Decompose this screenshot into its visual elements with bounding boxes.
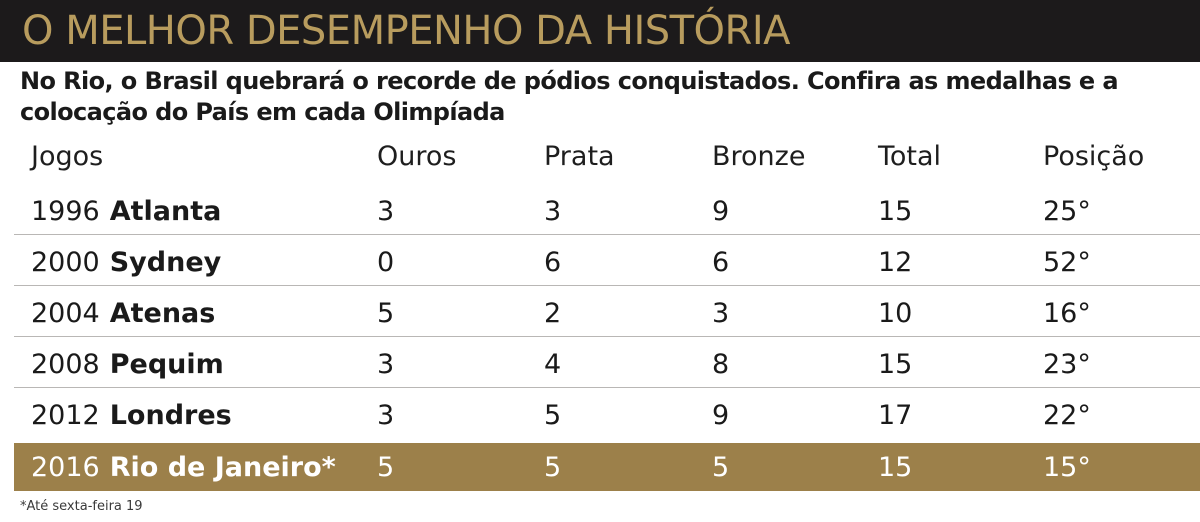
jogos-cell: 2016 Rio de Janeiro* [31,443,336,491]
header-ouros: Ouros [377,140,457,172]
jogos-cell: 2004 Atenas [31,290,215,336]
header-jogos: Jogos [31,140,104,172]
total-cell: 15 [878,451,913,483]
posicao-cell: 23° [1043,348,1091,380]
prata-cell: 5 [544,399,562,431]
city-text: Sydney [109,246,222,278]
year-text: 2000 [31,246,100,278]
prata-cell: 3 [544,195,562,227]
bronze-cell: 3 [712,297,730,329]
header-posicao: Posição [1043,140,1145,172]
city-text: Rio de Janeiro* [109,451,336,483]
table-row: 2000 Sydney 0 6 6 12 52° [14,239,1200,286]
table-row-highlight: 2016 Rio de Janeiro* 5 5 5 15 15° [14,443,1200,491]
city-text: Atenas [109,297,216,329]
header-prata: Prata [544,140,615,172]
jogos-cell: 2008 Pequim [31,341,224,387]
prata-cell: 5 [544,451,562,483]
ouros-cell: 3 [377,399,395,431]
table-row: 2012 Londres 3 5 9 17 22° [14,392,1200,438]
ouros-cell: 5 [377,297,395,329]
ouros-cell: 3 [377,348,395,380]
table-header: Jogos Ouros Prata Bronze Total Posição [14,134,1200,178]
header-bronze: Bronze [712,140,806,172]
table-row: 1996 Atlanta 3 3 9 15 25° [14,188,1200,235]
chart-title: O MELHOR DESEMPENHO DA HISTÓRIA [22,8,791,54]
ouros-cell: 0 [377,246,395,278]
posicao-cell: 52° [1043,246,1091,278]
total-cell: 10 [878,297,913,329]
city-text: Londres [109,399,232,431]
year-text: 2004 [31,297,100,329]
prata-cell: 2 [544,297,562,329]
header-total: Total [878,140,942,172]
year-text: 2016 [31,451,100,483]
posicao-cell: 15° [1043,451,1091,483]
bronze-cell: 8 [712,348,730,380]
prata-cell: 6 [544,246,562,278]
bronze-cell: 5 [712,451,730,483]
jogos-cell: 1996 Atlanta [31,188,221,234]
bronze-cell: 9 [712,399,730,431]
table-row: 2004 Atenas 5 2 3 10 16° [14,290,1200,337]
posicao-cell: 16° [1043,297,1091,329]
bronze-cell: 9 [712,195,730,227]
table-row: 2008 Pequim 3 4 8 15 23° [14,341,1200,388]
total-cell: 15 [878,195,913,227]
city-text: Pequim [109,348,224,380]
total-cell: 17 [878,399,913,431]
prata-cell: 4 [544,348,562,380]
ouros-cell: 5 [377,451,395,483]
jogos-cell: 2000 Sydney [31,239,221,285]
footnote: *Até sexta-feira 19 [20,499,143,514]
city-text: Atlanta [109,195,222,227]
total-cell: 12 [878,246,913,278]
title-bar: O MELHOR DESEMPENHO DA HISTÓRIA [0,0,1200,62]
chart-subtitle: No Rio, o Brasil quebrará o recorde de p… [20,67,1119,126]
total-cell: 15 [878,348,913,380]
jogos-cell: 2012 Londres [31,392,232,438]
year-text: 2012 [31,399,100,431]
year-text: 1996 [31,195,100,227]
year-text: 2008 [31,348,100,380]
posicao-cell: 25° [1043,195,1091,227]
posicao-cell: 22° [1043,399,1091,431]
bronze-cell: 6 [712,246,730,278]
ouros-cell: 3 [377,195,395,227]
